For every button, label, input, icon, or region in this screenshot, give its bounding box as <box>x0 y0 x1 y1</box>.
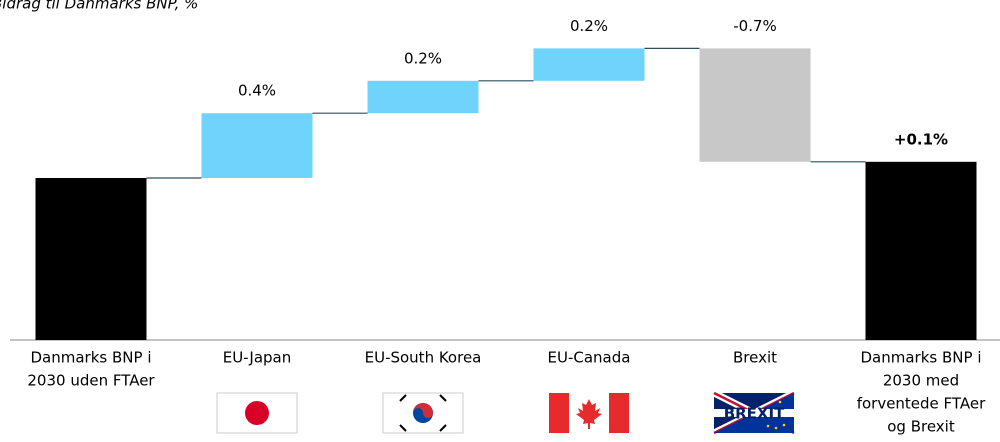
bar <box>367 80 479 114</box>
flag-japan <box>216 392 298 434</box>
x-tick-label: Brexit <box>733 349 777 367</box>
flag-text: BREXIT <box>724 405 785 423</box>
flag-canada <box>549 393 629 433</box>
value-label: 0.4% <box>238 82 276 100</box>
x-tick-label: Danmarks BNP i <box>861 349 982 367</box>
flag-korea <box>382 392 464 434</box>
bar <box>201 113 313 178</box>
chart-title: Bidrag til Danmarks BNP, % <box>0 0 198 13</box>
value-label: -0.7% <box>733 17 777 35</box>
bar <box>699 48 811 162</box>
bar <box>533 48 645 81</box>
value-label: 0.2% <box>570 17 608 35</box>
x-tick-label: EU-South Korea <box>365 349 482 367</box>
value-label: 0.2% <box>404 49 442 67</box>
flag-brexit: BREXIT <box>712 389 796 437</box>
x-tick-label: 2030 med <box>883 372 959 390</box>
bar <box>35 178 147 340</box>
value-label: +0.1% <box>894 130 948 148</box>
bar <box>865 161 977 340</box>
x-tick-label: forventede FTAer <box>857 395 986 413</box>
x-tick-label: Danmarks BNP i <box>31 349 152 367</box>
x-tick-label: EU-Japan <box>223 349 292 367</box>
x-tick-label: og Brexit <box>887 418 955 436</box>
x-tick-label: EU-Canada <box>548 349 631 367</box>
x-tick-label: 2030 uden FTAer <box>27 372 155 390</box>
